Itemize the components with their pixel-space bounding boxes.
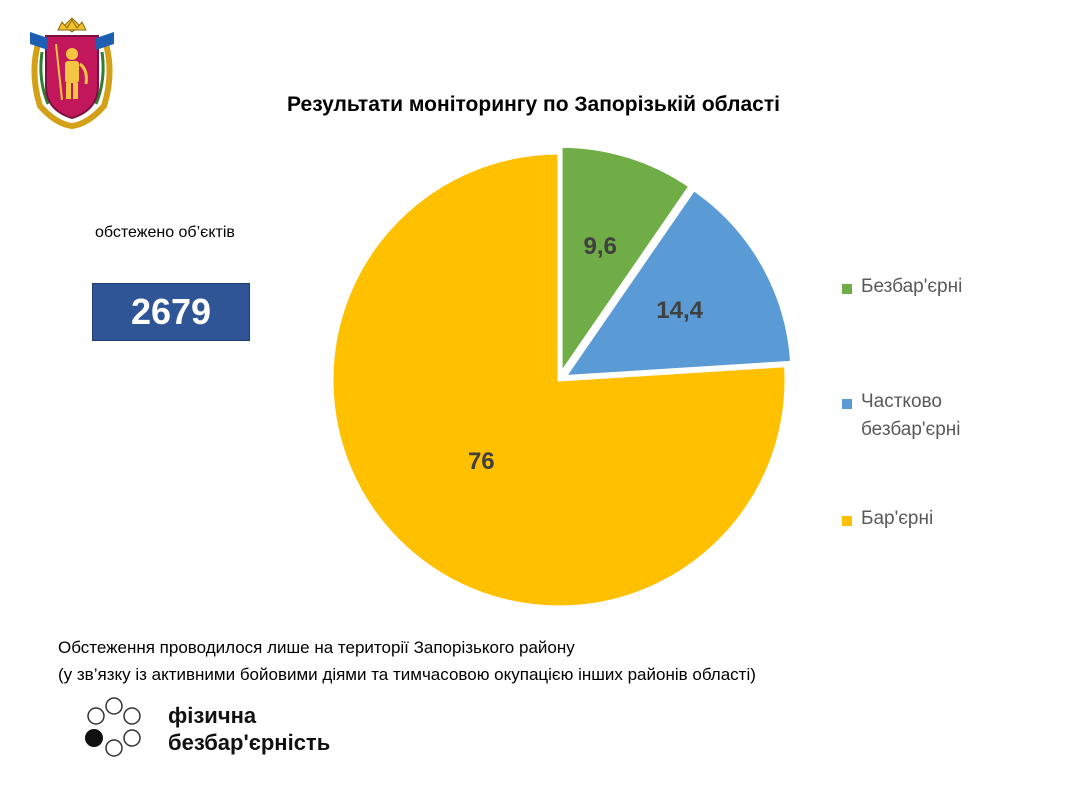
footnote-line-2: (у зв’язку із активними бойовими діями т… (58, 665, 756, 684)
footnote: Обстеження проводилося лише на території… (58, 634, 756, 688)
objects-count-label: обстежено об’єктів (95, 224, 235, 241)
coat-of-arms-icon (30, 17, 114, 130)
pie-chart: 9,6 14,4 76 (330, 144, 794, 609)
legend-item-barrier-free: Безбар'єрні (842, 276, 962, 301)
legend-label-barrier: Бар'єрні (861, 508, 934, 529)
pie-slice-partially-barrier-free (562, 187, 794, 379)
legend-swatch-partially-barrier-free (842, 399, 852, 409)
pie-label-barrier: 76 (468, 448, 495, 475)
chart-title: Результати моніторингу по Запорізькій об… (287, 93, 780, 116)
pie-label-partially-barrier-free: 14,4 (656, 297, 703, 324)
legend-swatch-barrier-free (842, 284, 852, 294)
footnote-line-1: Обстеження проводилося лише на території… (58, 638, 575, 657)
legend-item-partially-barrier-free: Частково безбар'єрні (842, 391, 991, 444)
pie-slice-barrier (330, 151, 788, 609)
pie-label-barrier-free: 9,6 (584, 233, 617, 260)
brand-name: фізична безбар'єрність (168, 702, 330, 756)
pie-slice-barrier-free (559, 144, 692, 379)
circles-logo-icon (85, 697, 141, 757)
brand-name-line-1: фізична (168, 703, 257, 728)
legend-label-partially-barrier-free: Частково безбар'єрні (861, 391, 961, 440)
brand-name-line-2: безбар'єрність (168, 730, 331, 755)
objects-count-value: 2679 (92, 283, 250, 341)
legend-swatch-barrier (842, 516, 852, 526)
legend-label-barrier-free: Безбар'єрні (861, 276, 963, 297)
brand-logo: фізична безбар'єрність (82, 692, 362, 762)
legend-item-barrier: Бар'єрні (842, 508, 933, 533)
